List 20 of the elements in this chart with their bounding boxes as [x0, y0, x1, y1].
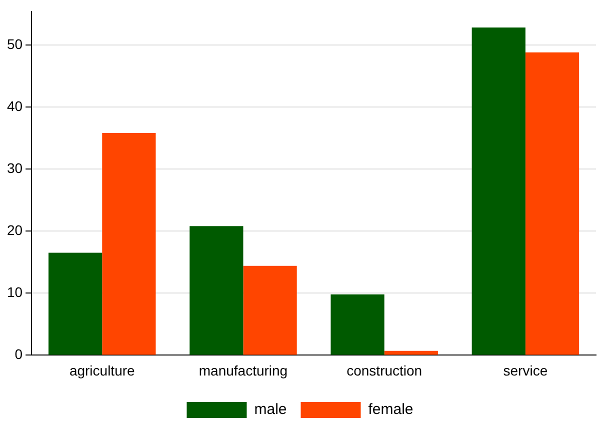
bar [525, 52, 580, 355]
y-tick-label: 10 [6, 284, 23, 300]
bar [472, 28, 526, 355]
bar [102, 133, 156, 355]
bar [384, 350, 438, 355]
y-tick-label: 40 [6, 98, 23, 114]
y-tick-label: 30 [6, 160, 23, 176]
legend-label: male [254, 401, 287, 418]
bar [330, 294, 384, 355]
y-tick-label: 0 [14, 346, 23, 362]
x-tick-label: manufacturing [198, 362, 288, 378]
bar [190, 226, 244, 355]
bar [243, 266, 297, 355]
y-tick-label: 50 [6, 36, 23, 52]
x-tick-label: construction [346, 362, 422, 378]
bar [48, 252, 102, 355]
legend-label: female [368, 401, 414, 418]
y-tick-label: 20 [6, 222, 23, 238]
x-tick-label: service [503, 362, 548, 378]
x-tick-label: agriculture [69, 362, 136, 378]
